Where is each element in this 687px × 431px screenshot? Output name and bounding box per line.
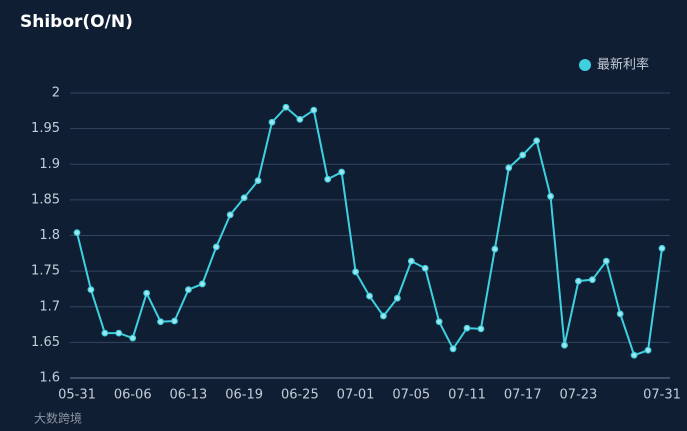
point [254, 177, 262, 185]
y-tick-label: 1.75 [31, 264, 60, 279]
point [73, 229, 81, 237]
y-tick-label: 1.6 [39, 371, 60, 386]
point [477, 325, 485, 333]
x-tick-label: 07-01 [337, 388, 375, 403]
point [324, 175, 332, 183]
point [644, 346, 652, 354]
x-tick-label: 07-11 [448, 388, 486, 403]
point [198, 280, 206, 288]
point [366, 292, 373, 300]
point [282, 103, 290, 111]
point [602, 257, 610, 265]
watermark: 大数跨境 [34, 411, 82, 426]
point [630, 351, 638, 359]
point [435, 318, 443, 326]
point [115, 329, 123, 337]
x-tick-label: 07-31 [643, 388, 681, 403]
point [575, 277, 582, 285]
x-tick-label: 07-17 [504, 388, 542, 403]
point [185, 286, 192, 294]
x-tick-label: 06-06 [114, 388, 152, 403]
point [143, 289, 151, 297]
point [616, 310, 624, 318]
point [296, 115, 304, 123]
point [588, 276, 596, 284]
point [310, 106, 318, 114]
point [547, 192, 554, 200]
legend-label: 最新利率 [597, 57, 649, 73]
legend-marker [579, 59, 591, 71]
x-tick-label: 06-13 [170, 388, 208, 403]
y-tick-label: 1.95 [31, 121, 60, 136]
x-tick-label: 06-25 [281, 388, 319, 403]
point [505, 164, 513, 172]
y-tick-label: 1.8 [39, 228, 60, 243]
x-tick-label: 07-23 [560, 388, 598, 403]
point [463, 324, 471, 332]
point [101, 329, 109, 337]
point [157, 318, 164, 326]
x-tick-label: 06-19 [225, 388, 263, 403]
point [226, 211, 234, 219]
point [352, 268, 359, 276]
y-tick-label: 2 [52, 86, 60, 101]
chart-title: Shibor(O/N) [20, 12, 133, 32]
point [212, 243, 220, 251]
point [393, 294, 401, 302]
point [519, 151, 527, 159]
point [87, 286, 95, 294]
x-tick-label: 05-31 [58, 388, 96, 403]
point [129, 334, 137, 342]
point [449, 345, 457, 353]
point [561, 341, 568, 349]
y-tick-label: 1.65 [31, 335, 60, 350]
point [380, 312, 387, 320]
y-tick-label: 1.7 [39, 299, 60, 314]
point [421, 264, 429, 272]
point [407, 257, 415, 265]
point [240, 194, 248, 202]
point [533, 137, 541, 145]
point [491, 245, 499, 253]
point [658, 244, 666, 252]
point [268, 118, 276, 126]
x-tick-label: 07-05 [392, 388, 430, 403]
point [338, 168, 346, 176]
y-tick-label: 1.9 [39, 157, 60, 172]
point [171, 317, 178, 325]
y-tick-label: 1.85 [31, 192, 60, 207]
